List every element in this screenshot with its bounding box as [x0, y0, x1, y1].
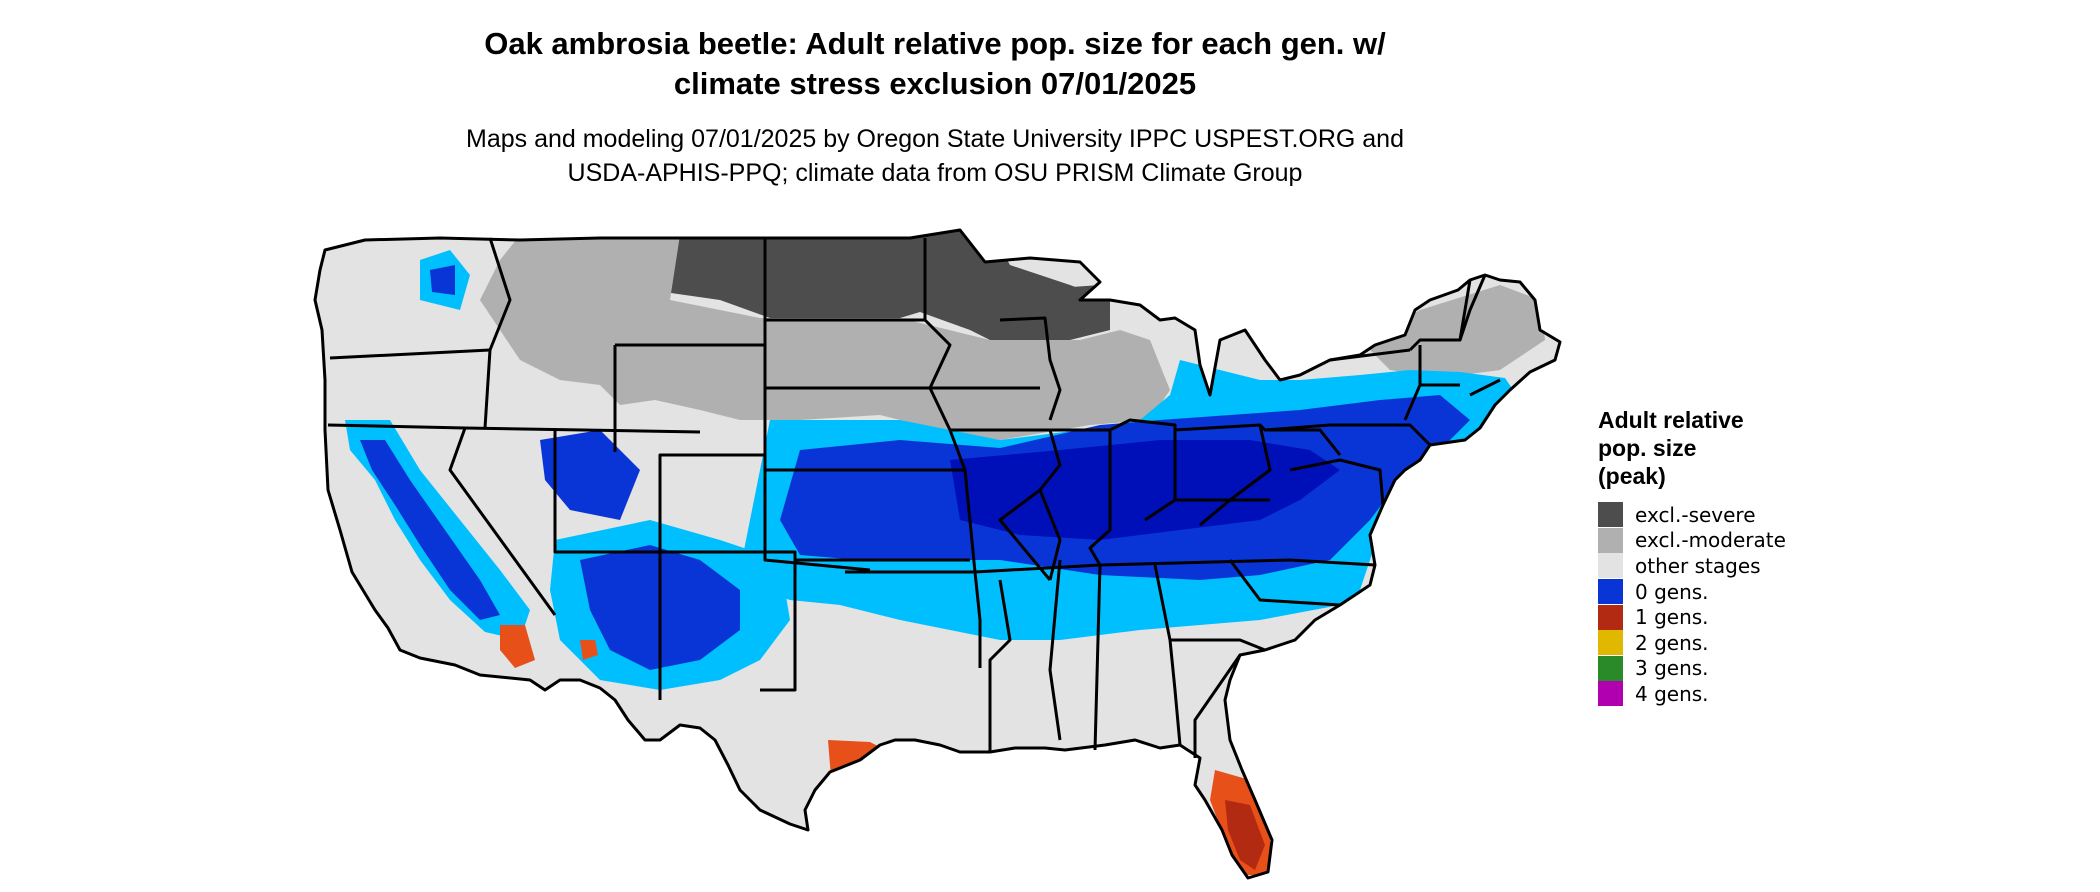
legend-item-2-gens: 2 gens.	[1598, 630, 1786, 656]
legend-label: 1 gens.	[1635, 605, 1709, 630]
legend-title-line-2: pop. size	[1598, 435, 1697, 461]
legend-title: Adult relative pop. size (peak)	[1598, 406, 1786, 490]
washington-dark	[430, 265, 455, 295]
legend-swatch	[1598, 604, 1623, 630]
south-texas-orange	[828, 740, 930, 835]
legend-title-line-3: (peak)	[1598, 463, 1666, 489]
legend-label: 2 gens.	[1635, 630, 1709, 655]
title-line-2: climate stress exclusion 07/01/2025	[673, 66, 1197, 101]
map-title: Oak ambrosia beetle: Adult relative pop.…	[0, 24, 1870, 104]
legend-label: other stages	[1635, 553, 1761, 578]
legend-item-excl-severe: excl.-severe	[1598, 502, 1786, 528]
legend-label: 0 gens.	[1635, 579, 1709, 604]
legend-item-3-gens: 3 gens.	[1598, 655, 1786, 682]
utah-blue	[540, 430, 640, 520]
legend: Adult relative pop. size (peak) excl.-se…	[1598, 406, 1786, 707]
map-regions	[315, 230, 1560, 878]
title-line-1: Oak ambrosia beetle: Adult relative pop.…	[484, 26, 1386, 61]
legend-item-1-gens: 1 gens.	[1598, 604, 1786, 630]
west-blue	[360, 440, 500, 620]
socal-orange	[500, 625, 535, 668]
legend-swatch	[1598, 579, 1623, 605]
legend-label: 4 gens.	[1635, 681, 1709, 706]
legend-swatch	[1598, 502, 1623, 528]
south-texas-red	[845, 765, 905, 828]
legend-label: excl.-moderate	[1635, 528, 1786, 553]
legend-swatch	[1598, 655, 1623, 681]
subtitle-line-1: Maps and modeling 07/01/2025 by Oregon S…	[466, 125, 1404, 153]
subtitle-line-2: USDA-APHIS-PPQ; climate data from OSU PR…	[567, 159, 1303, 187]
excl-moderate-northeast	[1360, 285, 1545, 378]
map-subtitle: Maps and modeling 07/01/2025 by Oregon S…	[0, 122, 1870, 190]
state-borders	[313, 228, 1562, 880]
legend-title-line-1: Adult relative	[1598, 407, 1744, 433]
legend-item-other-stages: other stages	[1598, 553, 1786, 579]
legend-label: 3 gens.	[1635, 656, 1709, 681]
legend-swatch	[1598, 630, 1623, 656]
dark-blue-core	[950, 440, 1340, 540]
legend-item-excl-moderate: excl.-moderate	[1598, 527, 1786, 554]
legend-swatch	[1598, 527, 1623, 553]
florida-red	[1225, 800, 1265, 870]
legend-swatch	[1598, 553, 1623, 579]
legend-item-4-gens: 4 gens.	[1598, 681, 1786, 707]
legend-swatch	[1598, 681, 1623, 707]
legend-label: excl.-severe	[1635, 502, 1756, 527]
legend-item-0-gens: 0 gens.	[1598, 579, 1786, 605]
arizona-orange	[580, 640, 598, 660]
